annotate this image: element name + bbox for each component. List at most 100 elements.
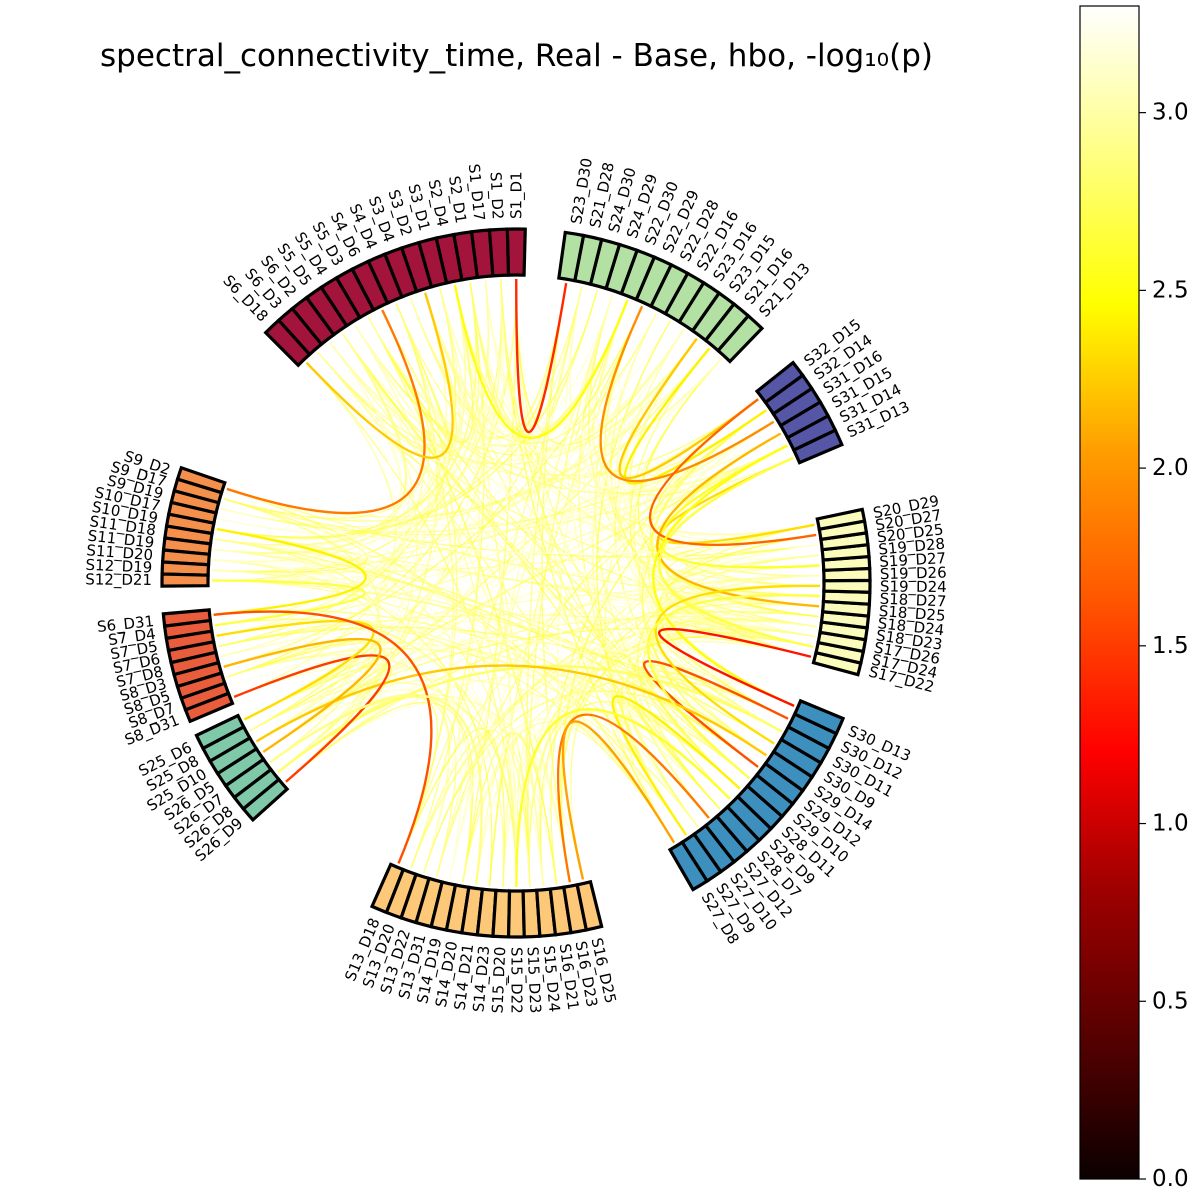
connection-line: [218, 432, 782, 539]
connection-line: [658, 456, 814, 648]
node-label: S15_D22: [506, 947, 525, 1014]
node-S26_D9: [241, 777, 290, 823]
connection-line: [317, 351, 721, 810]
connection-line: [607, 313, 782, 732]
connection-line: [580, 294, 722, 458]
connection-line: [409, 283, 567, 438]
connection-line: [652, 602, 820, 756]
node-label: S19_D26: [880, 564, 947, 585]
connection-line: [454, 285, 518, 888]
connection-line: [381, 303, 454, 446]
node-ring: [160, 227, 872, 939]
colorbar-tick-label: 0.5: [1152, 988, 1189, 1014]
connection-line: [223, 637, 382, 753]
connection-line: [218, 626, 782, 732]
connection-line: [515, 278, 568, 433]
connection-line: [213, 548, 782, 732]
node-labels: S1_D1S1_D2S1_D17S2_D1S2_D4S3_D1S3_D2S3_D…: [85, 157, 947, 1014]
connection-line: [216, 528, 731, 800]
connection-line: [658, 444, 820, 569]
connection-line: [667, 564, 820, 597]
connection-line: [439, 288, 544, 886]
connection-line: [354, 324, 820, 597]
connection-line: [527, 294, 614, 887]
connection-line: [526, 283, 567, 887]
node-label: S12_D19: [85, 556, 152, 578]
node-label: S18_D27: [879, 590, 947, 612]
connection-line: [212, 498, 368, 573]
connection-line: [213, 527, 367, 616]
chart-title: spectral_connectivity_time, Real - Base,…: [100, 38, 933, 74]
connection-line: [212, 559, 741, 790]
node-label: S15_D20: [488, 946, 510, 1014]
node-S30_D13: [792, 698, 846, 736]
connection-lines: [211, 278, 820, 888]
node-S8_D31: [183, 691, 235, 724]
connection-line: [367, 294, 614, 446]
connection-line: [454, 279, 505, 434]
connection-line: [249, 616, 817, 732]
connection-line: [599, 305, 775, 483]
node-S23_D30: [557, 230, 586, 283]
connection-line: [454, 285, 815, 535]
connection-line: [211, 579, 366, 627]
connection-line: [569, 286, 817, 543]
connection-line: [367, 285, 474, 444]
connection-line: [212, 342, 402, 572]
connection-line: [317, 351, 675, 843]
colorbar-tick-label: 1.5: [1152, 633, 1189, 659]
connection-line: [256, 574, 820, 742]
connection-line: [631, 398, 759, 790]
node-label: S19_D27: [879, 549, 947, 572]
colorbar-tick-label: 3.0: [1152, 100, 1189, 126]
connection-line: [644, 398, 794, 510]
connection-line: [354, 324, 518, 888]
connection-line: [212, 280, 489, 563]
connection-line: [306, 362, 775, 491]
colorbar-tick-label: 2.5: [1152, 277, 1189, 303]
connection-line: [652, 444, 795, 707]
connection-line: [226, 309, 426, 515]
connection-line: [215, 538, 382, 763]
node-S15_D20: [491, 888, 512, 939]
connection-line: [306, 362, 518, 888]
node-S1_D1: [505, 227, 527, 277]
connection-line: [449, 732, 518, 888]
connection-line: [424, 292, 741, 790]
connection-line: [449, 286, 583, 880]
connection-line: [410, 282, 485, 869]
connection-line: [628, 338, 815, 537]
connection-line: [436, 294, 614, 877]
connection-line: [642, 659, 789, 768]
connection-line: [502, 278, 517, 887]
node-S20_D29: [815, 507, 867, 531]
connection-line: [285, 333, 418, 783]
connection-line: [488, 306, 643, 886]
connection-line: [395, 303, 458, 864]
connection-line: [561, 720, 676, 880]
node-S6_D18: [263, 318, 312, 368]
connection-line: [305, 292, 454, 459]
colorbar-tick-label: 1.0: [1152, 811, 1189, 837]
connection-line: [216, 627, 544, 886]
connection-line: [515, 708, 731, 888]
connection-line: [216, 286, 583, 538]
node-label: S1_D1: [507, 171, 526, 219]
colorbar-gradient: [1079, 5, 1140, 1180]
node-S32_D15: [754, 360, 805, 405]
connection-line: [277, 358, 722, 773]
connection-line: [277, 695, 438, 864]
connection-line: [262, 421, 775, 753]
connection-line: [213, 610, 433, 864]
connection-line: [397, 728, 505, 887]
connection-line: [439, 288, 685, 448]
colorbar: 0.0 0.5 1.0 1.5 2.0 2.5 3.0: [1079, 5, 1189, 1192]
colorbar-tick-label: 0.0: [1152, 1166, 1189, 1192]
connection-line: [664, 554, 819, 658]
node-label: S1_D2: [485, 171, 506, 220]
connection-line: [216, 333, 407, 540]
connection-line: [436, 718, 687, 877]
connection-line: [317, 338, 698, 465]
connection-line: [218, 294, 614, 532]
